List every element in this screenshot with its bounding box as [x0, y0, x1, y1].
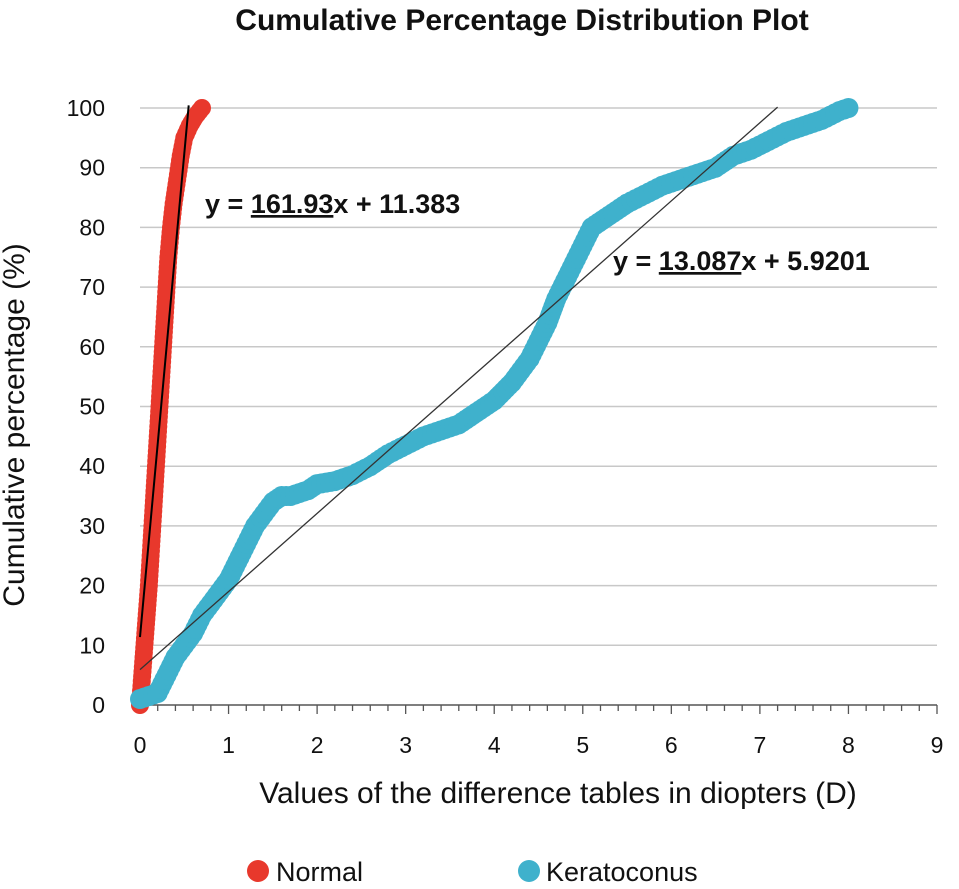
normal-slope: 161.93 — [251, 189, 334, 219]
y-tick-labels: 0 10 20 30 40 50 60 70 80 90 100 — [67, 95, 105, 718]
y-tick-label: 50 — [79, 394, 105, 420]
chart-title: Cumulative Percentage Distribution Plot — [235, 4, 808, 37]
y-tick-label: 40 — [79, 453, 105, 479]
x-tick-label: 9 — [931, 732, 944, 758]
keratoconus-slope: 13.087 — [659, 246, 742, 276]
y-tick-label: 30 — [79, 513, 105, 539]
normal-equation: y = 161.93x + 11.383 — [205, 189, 460, 219]
x-tick-label: 5 — [576, 732, 589, 758]
data-point — [838, 98, 859, 118]
legend: Normal Keratoconus — [247, 857, 698, 887]
y-tick-label: 10 — [79, 632, 105, 658]
legend-marker-keratoconus — [518, 860, 540, 882]
x-tick-labels: 0 1 2 3 4 5 6 7 8 9 — [134, 732, 944, 758]
trendlines — [139, 105, 779, 671]
keratoconus-equation: y = 13.087x + 5.9201 — [613, 246, 870, 276]
axes — [139, 704, 938, 714]
x-tick-label: 4 — [488, 732, 501, 758]
legend-label-normal: Normal — [276, 857, 363, 887]
legend-label-keratoconus: Keratoconus — [546, 857, 698, 887]
y-tick-label: 90 — [79, 155, 105, 181]
y-tick-label: 70 — [79, 274, 105, 300]
x-tick-label: 1 — [222, 732, 235, 758]
x-tick-label: 0 — [134, 732, 147, 758]
x-tick-label: 8 — [842, 732, 855, 758]
x-axis-label: Values of the difference tables in diopt… — [259, 777, 857, 810]
y-tick-label: 100 — [67, 95, 105, 121]
data-point — [192, 99, 211, 117]
trendline-keratoconus — [139, 106, 779, 671]
y-tick-label: 60 — [79, 334, 105, 360]
x-tick-label: 2 — [311, 732, 324, 758]
x-tick-label: 3 — [399, 732, 412, 758]
y-tick-label: 0 — [92, 692, 105, 718]
x-tick-label: 6 — [665, 732, 678, 758]
y-tick-label: 80 — [79, 214, 105, 240]
y-axis-label: Cumulative percentage (%) — [0, 243, 31, 607]
y-tick-label: 20 — [79, 573, 105, 599]
legend-marker-normal — [247, 860, 269, 882]
trendline-normal — [139, 105, 190, 638]
x-tick-label: 7 — [753, 732, 766, 758]
